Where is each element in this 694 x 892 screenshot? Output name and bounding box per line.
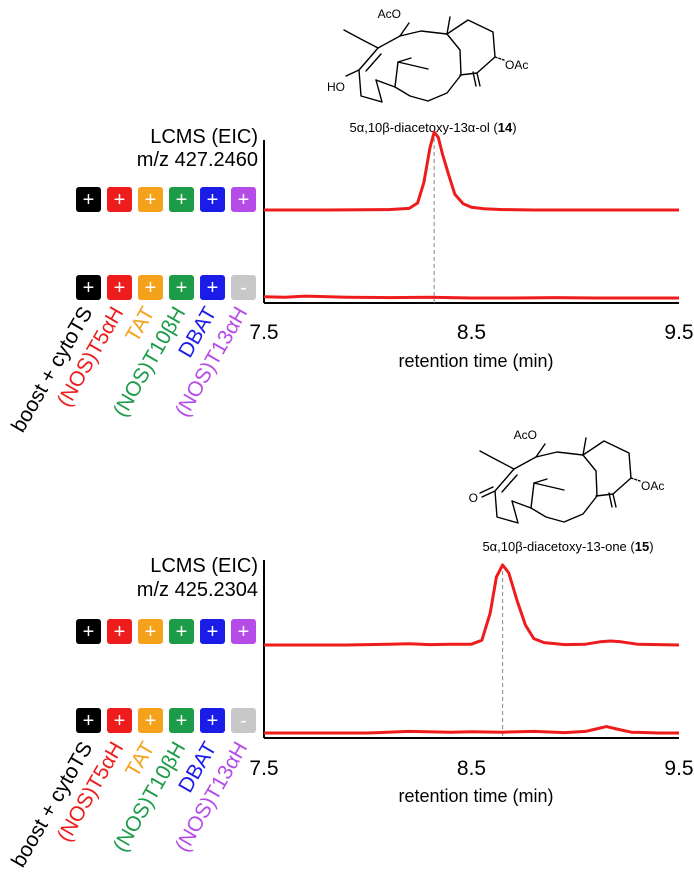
- chart-2-strain-a-symbol-2: +: [114, 621, 126, 643]
- compound-15-open-paren: (: [627, 539, 636, 554]
- chart-2-subtitle: m/z 425.2304: [137, 579, 258, 601]
- chart-1-title: LCMS (EIC): [150, 126, 258, 148]
- chart-1-strain-a-symbol-2: +: [114, 189, 126, 211]
- chart-1-tick-label-7-5: 7.5: [249, 321, 278, 344]
- compound-14-label: 5α,10β-diacetoxy-13α-ol (14): [349, 120, 516, 135]
- chart-1-strain-b-box-4: [169, 275, 194, 300]
- compound-14-open-paren: (: [490, 120, 499, 135]
- structure-14: [343, 16, 505, 103]
- chart-1-strain-b-symbol-2: +: [114, 277, 126, 299]
- chart-1-strain-a-symbol-5: +: [207, 189, 219, 211]
- chart-1-strain-row-a: + + + + + +: [76, 187, 256, 212]
- structure-15-acetoxy-right-label: OAc: [641, 479, 664, 493]
- chart-2-strain-b-box-2: [107, 708, 132, 733]
- chart-2-strain-b-symbol-2: +: [114, 710, 126, 732]
- chart-2-title: LCMS (EIC): [150, 555, 258, 577]
- chart-2-strain-b-symbol-5: +: [207, 710, 219, 732]
- chart-1-tick-label-8-5: 8.5: [457, 321, 486, 344]
- chart-2-plot: 7.5 8.5 9.5 retention time (min): [249, 560, 694, 806]
- chart-1-strain-b-box-6: [231, 275, 256, 300]
- chart-2-strain-a-symbol-1: +: [83, 621, 95, 643]
- chart-1-strain-a-box-6: [231, 187, 256, 212]
- chart-1-strain-b-symbol-5: +: [207, 277, 219, 299]
- chart-2-strain-a-box-4: [169, 619, 194, 644]
- chart-1-plot: 7.5 8.5 9.5 retention time (min): [249, 130, 694, 371]
- chart-1-strain-a-box-1: [76, 187, 101, 212]
- chart-2-tick-label-9-5: 9.5: [664, 757, 693, 780]
- chart-1-strain-b-box-2: [107, 275, 132, 300]
- chart-2-strain-b-symbol-3: +: [145, 710, 157, 732]
- chart-2-strain-b-box-5: [200, 708, 225, 733]
- chart-1-tick-label-9-5: 9.5: [664, 321, 693, 344]
- chart-2-tick-label-8-5: 8.5: [457, 757, 486, 780]
- chart-2-x-axis-label: retention time (min): [398, 786, 553, 806]
- chart-2-strain-b-box-1: [76, 708, 101, 733]
- chart-1-strain-a-symbol-4: +: [176, 189, 188, 211]
- chart-1-strain-b-box-5: [200, 275, 225, 300]
- structure-15-acetoxy-top-label: AcO: [514, 428, 537, 442]
- chart-2-strain-b-box-4: [169, 708, 194, 733]
- chart-2-strain-b-box-3: [138, 708, 163, 733]
- compound-14-name: 5α,10β-diacetoxy-13α-ol: [349, 120, 489, 135]
- chart-1-strain-a-box-2: [107, 187, 132, 212]
- compound-15-label: 5α,10β-diacetoxy-13-one (15): [482, 539, 653, 554]
- chart-1-strain-a-box-4: [169, 187, 194, 212]
- chart-2-strain-a-box-1: [76, 619, 101, 644]
- compound-15-number: 15: [635, 539, 649, 554]
- chart-2-trace-control-strain: [264, 725, 679, 735]
- chart-2-strain-b-symbol-1: +: [83, 710, 95, 732]
- chart-2-strain-b-symbol-6: -: [240, 710, 247, 732]
- chart-1-strain-b-symbol-4: +: [176, 277, 188, 299]
- structure-14-acetoxy-right-label: OAc: [505, 58, 528, 72]
- chart-1-strain-a-symbol-3: +: [145, 189, 157, 211]
- compound-15-name: 5α,10β-diacetoxy-13-one: [482, 539, 626, 554]
- chart-1-trace-control-strain: [263, 294, 679, 300]
- chart-1-strain-a-symbol-6: +: [238, 189, 250, 211]
- compound-14-number: 14: [498, 120, 513, 135]
- chart-1-strain-b-box-3: [138, 275, 163, 300]
- chart-2-strain-b-symbol-4: +: [176, 710, 188, 732]
- chart-1-strain-a-box-3: [138, 187, 163, 212]
- chart-1-strain-b-symbol-1: +: [83, 277, 95, 299]
- chart-2-strain-a-symbol-3: +: [145, 621, 157, 643]
- chart-2-strain-a-box-6: [231, 619, 256, 644]
- chart-2-strain-row-b: + + + + + -: [76, 708, 256, 733]
- chart-1-strain-a-box-5: [200, 187, 225, 212]
- chart-1-strain-row-b: + + + + + -: [76, 275, 256, 300]
- chart-2-strain-a-box-2: [107, 619, 132, 644]
- structure-14-acetoxy-top-label: AcO: [378, 7, 401, 21]
- chart-2-strain-b-box-6: [231, 708, 256, 733]
- compound-15-close-paren: ): [649, 539, 653, 554]
- chart-2-strain-row-a: + + + + + +: [76, 619, 256, 644]
- chart-1-strain-a-symbol-1: +: [83, 189, 95, 211]
- chart-1-x-axis-label: retention time (min): [398, 351, 553, 371]
- compound-14-close-paren: ): [512, 120, 516, 135]
- chart-2-tick-label-7-5: 7.5: [249, 757, 278, 780]
- chart-2-strain-a-symbol-5: +: [207, 621, 219, 643]
- chart-1-strain-b-symbol-3: +: [145, 277, 157, 299]
- chart-1-strain-b-symbol-6: -: [240, 277, 247, 299]
- chart-2-strain-a-box-3: [138, 619, 163, 644]
- chart-1-strain-b-box-1: [76, 275, 101, 300]
- chart-2-strain-a-box-5: [200, 619, 225, 644]
- structure-15: [479, 437, 641, 524]
- chart-2-trace-full-strain: [264, 563, 680, 647]
- chart-2-strain-a-symbol-4: +: [176, 621, 188, 643]
- chart-1-gene-labels: boost + cytoTS(NOS)T5αHTAT(NOS)T10βHDBAT…: [7, 303, 252, 436]
- chart-2-strain-a-symbol-6: +: [238, 621, 250, 643]
- chart-1-subtitle: m/z 427.2460: [137, 149, 258, 171]
- structure-14-hydroxyl-label: HO: [327, 80, 345, 94]
- chart-2-gene-labels: boost + cytoTS(NOS)T5αHTAT(NOS)T10βHDBAT…: [7, 738, 252, 871]
- structure-15-ketone-label: O: [469, 491, 478, 505]
- chart-1-trace-full-strain: [264, 130, 679, 212]
